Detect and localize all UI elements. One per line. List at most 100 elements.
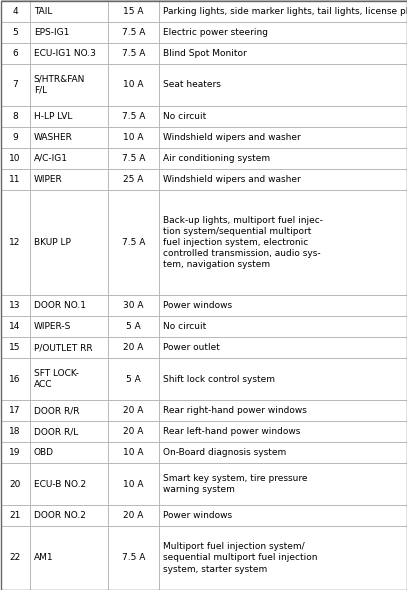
Bar xyxy=(30,421,108,442)
Text: No circuit: No circuit xyxy=(163,112,206,121)
Text: BKUP LP: BKUP LP xyxy=(34,238,70,247)
Bar xyxy=(159,64,407,106)
Bar xyxy=(0,526,30,589)
Bar xyxy=(0,316,30,337)
Text: ECU-B NO.2: ECU-B NO.2 xyxy=(34,480,86,489)
Bar xyxy=(30,526,108,589)
Text: 7.5 A: 7.5 A xyxy=(122,553,145,562)
Bar xyxy=(159,295,407,316)
Text: 20 A: 20 A xyxy=(123,512,144,520)
Text: 10 A: 10 A xyxy=(123,480,144,489)
Text: 20 A: 20 A xyxy=(123,406,144,415)
Text: 17: 17 xyxy=(9,406,21,415)
Bar xyxy=(30,295,108,316)
Bar xyxy=(108,526,159,589)
Bar xyxy=(0,64,30,106)
Bar xyxy=(0,358,30,400)
Bar xyxy=(30,64,108,106)
Text: 19: 19 xyxy=(9,448,21,457)
Bar xyxy=(159,421,407,442)
Bar xyxy=(108,442,159,463)
Bar xyxy=(0,506,30,526)
Text: S/HTR&FAN
F/L: S/HTR&FAN F/L xyxy=(34,74,85,94)
Bar xyxy=(108,148,159,169)
Text: 6: 6 xyxy=(12,48,18,58)
Text: A/C-IG1: A/C-IG1 xyxy=(34,154,68,163)
Bar xyxy=(108,190,159,295)
Text: TAIL: TAIL xyxy=(34,6,52,15)
Text: 10 A: 10 A xyxy=(123,448,144,457)
Bar xyxy=(159,42,407,64)
Text: 20: 20 xyxy=(9,480,21,489)
Text: 10 A: 10 A xyxy=(123,80,144,89)
Text: 10 A: 10 A xyxy=(123,133,144,142)
Bar xyxy=(159,169,407,190)
Bar xyxy=(30,42,108,64)
Text: EPS-IG1: EPS-IG1 xyxy=(34,28,69,37)
Text: 13: 13 xyxy=(9,301,21,310)
Text: 18: 18 xyxy=(9,427,21,436)
Bar xyxy=(159,337,407,358)
Text: 7.5 A: 7.5 A xyxy=(122,238,145,247)
Bar xyxy=(0,169,30,190)
Bar xyxy=(30,358,108,400)
Text: 7.5 A: 7.5 A xyxy=(122,28,145,37)
Bar xyxy=(30,106,108,127)
Bar xyxy=(108,400,159,421)
Text: 9: 9 xyxy=(12,133,18,142)
Text: 25 A: 25 A xyxy=(123,175,144,184)
Text: DOOR NO.2: DOOR NO.2 xyxy=(34,512,85,520)
Bar xyxy=(0,190,30,295)
Text: Air conditioning system: Air conditioning system xyxy=(163,154,270,163)
Bar xyxy=(30,22,108,42)
Text: 15: 15 xyxy=(9,343,21,352)
Text: Blind Spot Monitor: Blind Spot Monitor xyxy=(163,48,247,58)
Text: H-LP LVL: H-LP LVL xyxy=(34,112,72,121)
Bar xyxy=(108,295,159,316)
Bar xyxy=(30,442,108,463)
Text: Parking lights, side marker lights, tail lights, license plate lights, fog light: Parking lights, side marker lights, tail… xyxy=(163,6,407,15)
Bar xyxy=(108,1,159,22)
Bar xyxy=(108,22,159,42)
Bar xyxy=(0,421,30,442)
Text: DOOR R/R: DOOR R/R xyxy=(34,406,79,415)
Bar xyxy=(159,22,407,42)
Bar xyxy=(30,337,108,358)
Text: DOOR NO.1: DOOR NO.1 xyxy=(34,301,86,310)
Bar xyxy=(108,64,159,106)
Text: No circuit: No circuit xyxy=(163,322,206,331)
Bar xyxy=(159,127,407,148)
Bar xyxy=(159,190,407,295)
Text: 7.5 A: 7.5 A xyxy=(122,154,145,163)
Bar xyxy=(108,169,159,190)
Text: P/OUTLET RR: P/OUTLET RR xyxy=(34,343,92,352)
Bar xyxy=(159,358,407,400)
Text: Power windows: Power windows xyxy=(163,301,232,310)
Bar xyxy=(30,400,108,421)
Bar xyxy=(108,337,159,358)
Text: 30 A: 30 A xyxy=(123,301,144,310)
Bar xyxy=(0,42,30,64)
Text: WASHER: WASHER xyxy=(34,133,72,142)
Bar xyxy=(30,316,108,337)
Bar xyxy=(159,1,407,22)
Text: 5 A: 5 A xyxy=(126,375,141,384)
Text: 22: 22 xyxy=(9,553,21,562)
Bar xyxy=(0,463,30,506)
Text: Multiport fuel injection system/
sequential multiport fuel injection
system, sta: Multiport fuel injection system/ sequent… xyxy=(163,542,317,573)
Text: DOOR R/L: DOOR R/L xyxy=(34,427,78,436)
Text: 8: 8 xyxy=(12,112,18,121)
Bar xyxy=(108,42,159,64)
Text: 21: 21 xyxy=(9,512,21,520)
Text: 16: 16 xyxy=(9,375,21,384)
Bar xyxy=(0,337,30,358)
Bar xyxy=(0,295,30,316)
Text: 20 A: 20 A xyxy=(123,427,144,436)
Bar xyxy=(159,400,407,421)
Text: 12: 12 xyxy=(9,238,21,247)
Text: Windshield wipers and washer: Windshield wipers and washer xyxy=(163,133,301,142)
Text: ECU-IG1 NO.3: ECU-IG1 NO.3 xyxy=(34,48,96,58)
Bar xyxy=(0,106,30,127)
Bar xyxy=(108,463,159,506)
Bar xyxy=(0,22,30,42)
